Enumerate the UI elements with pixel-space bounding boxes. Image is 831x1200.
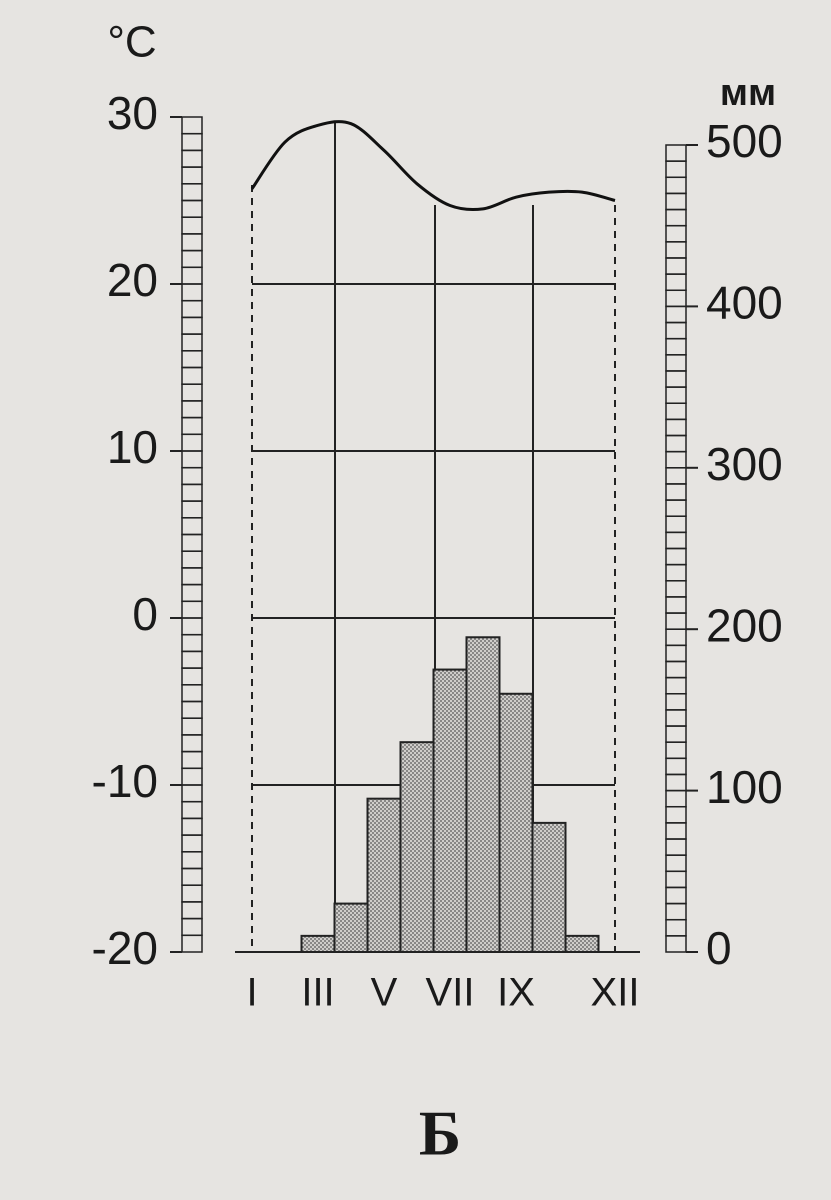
precip-bar: [366, 797, 402, 953]
scale-cell: [665, 935, 687, 953]
precip-bar: [498, 692, 534, 953]
precip-bar: [531, 821, 567, 953]
scale-cell: [181, 934, 203, 953]
temperature-line: [250, 120, 616, 212]
y2-tick-label: 300: [706, 438, 783, 490]
precip-bar: [300, 934, 336, 953]
y2-axis-label: мм: [720, 72, 776, 114]
y-tick-label: -20: [92, 922, 158, 974]
y2-tick-label: 200: [706, 599, 783, 651]
precip-bar: [465, 636, 501, 954]
x-tick-label: VII: [426, 971, 475, 1015]
precip-bar: [333, 902, 369, 954]
y2-tick-label: 400: [706, 277, 783, 329]
y2-tick-label: 0: [706, 922, 732, 974]
x-tick-label: I: [246, 971, 257, 1015]
y-tick-label: 20: [107, 254, 158, 306]
x-tick-label: V: [371, 971, 398, 1015]
caption: Б: [419, 1098, 461, 1169]
y-axis-label: °C: [107, 18, 156, 67]
y-tick-label: 30: [107, 87, 158, 139]
x-tick-label: XII: [591, 971, 640, 1015]
x-tick-label: III: [301, 971, 334, 1015]
y2-tick-label: 500: [706, 115, 783, 167]
x-tick-label: IX: [497, 971, 535, 1015]
precip-bar: [399, 741, 435, 953]
y-tick-label: 0: [132, 588, 158, 640]
y2-tick-label: 100: [706, 761, 783, 813]
precip-bar: [432, 668, 468, 953]
y-tick-label: 10: [107, 421, 158, 473]
precip-bar: [564, 934, 600, 953]
y-tick-label: -10: [92, 755, 158, 807]
